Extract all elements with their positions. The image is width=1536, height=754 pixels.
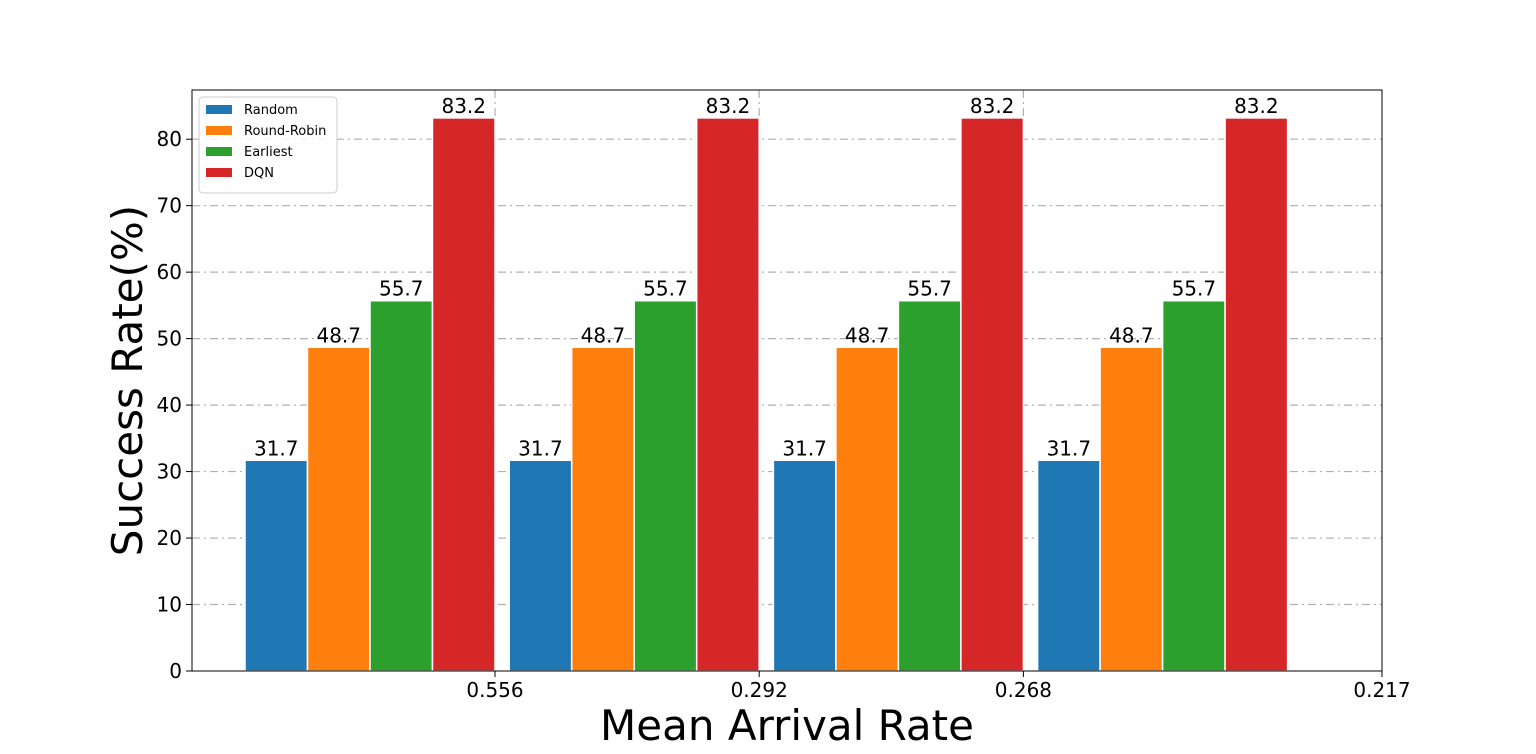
- x-tick-label: 0.292: [731, 678, 788, 702]
- y-tick-label: 60: [157, 260, 182, 284]
- y-tick-label: 50: [157, 327, 182, 351]
- bar-round-robin: [570, 346, 635, 672]
- x-tick-label: 0.556: [466, 678, 523, 702]
- legend-label: Earliest: [244, 145, 293, 160]
- y-tick-label: 20: [157, 526, 182, 550]
- data-labels: 31.7 48.7 55.7 83.2 31.7 48.7 55.7 83.2 31.7 48.7…: [254, 94, 1279, 460]
- y-axis-title: Success Rate(%): [103, 205, 152, 556]
- bar-value-label: 83.2: [441, 94, 486, 118]
- bar-value-label: 48.7: [1109, 323, 1154, 347]
- bar-value-label: 55.7: [907, 277, 952, 301]
- bar-value-label: 55.7: [379, 277, 424, 301]
- legend: Random Round-Robin Earliest DQN: [198, 96, 338, 194]
- bar-value-label: 31.7: [518, 436, 563, 460]
- legend-label: Round-Robin: [244, 124, 326, 139]
- bar-earliest: [369, 299, 434, 672]
- legend-swatch: [206, 147, 232, 156]
- bar-value-label: 55.7: [643, 277, 688, 301]
- bar-dqn: [960, 117, 1025, 672]
- legend-label: Random: [244, 103, 298, 118]
- legend-swatch: [206, 126, 232, 135]
- bar-value-label: 55.7: [1172, 277, 1217, 301]
- bar-round-robin: [306, 346, 371, 672]
- x-tick-label: 0.217: [1353, 678, 1410, 702]
- bar-random: [1036, 459, 1101, 672]
- bar-round-robin: [835, 346, 900, 672]
- plot-frame: [191, 89, 1383, 672]
- bar-earliest: [1161, 299, 1226, 672]
- bar-earliest: [633, 299, 698, 672]
- bar-value-label: 31.7: [782, 436, 827, 460]
- bar-value-label: 48.7: [581, 323, 626, 347]
- bar-dqn: [1224, 117, 1289, 672]
- x-axis-title: Mean Arrival Rate: [600, 701, 974, 750]
- bar-dqn: [431, 117, 496, 672]
- y-tick-label: 10: [157, 593, 182, 617]
- bars: [244, 117, 1289, 672]
- bar-random: [244, 459, 309, 672]
- bar-value-label: 83.2: [1234, 94, 1279, 118]
- y-tick-label: 80: [157, 127, 182, 151]
- legend-swatch: [206, 105, 232, 114]
- bar-value-label: 83.2: [706, 94, 751, 118]
- bar-random: [508, 459, 573, 672]
- y-axis: 0 10 20 30 40 50 60 70 80: [157, 127, 192, 683]
- bar-value-label: 31.7: [1047, 436, 1092, 460]
- bar-round-robin: [1099, 346, 1164, 672]
- y-tick-label: 30: [157, 460, 182, 484]
- bar-value-label: 48.7: [845, 323, 890, 347]
- bar-earliest: [897, 299, 962, 672]
- y-tick-label: 0: [169, 659, 182, 683]
- bar-dqn: [695, 117, 760, 672]
- bar-value-label: 83.2: [970, 94, 1015, 118]
- x-axis: 0.556 0.292 0.268 0.217: [466, 671, 1411, 702]
- y-tick-label: 70: [157, 194, 182, 218]
- legend-label: DQN: [244, 166, 274, 181]
- y-tick-label: 40: [157, 393, 182, 417]
- x-tick-label: 0.268: [995, 678, 1052, 702]
- bar-value-label: 31.7: [254, 436, 299, 460]
- legend-swatch: [206, 168, 232, 177]
- legend-box: [198, 96, 338, 194]
- bar-random: [772, 459, 837, 672]
- bar-value-label: 48.7: [316, 323, 361, 347]
